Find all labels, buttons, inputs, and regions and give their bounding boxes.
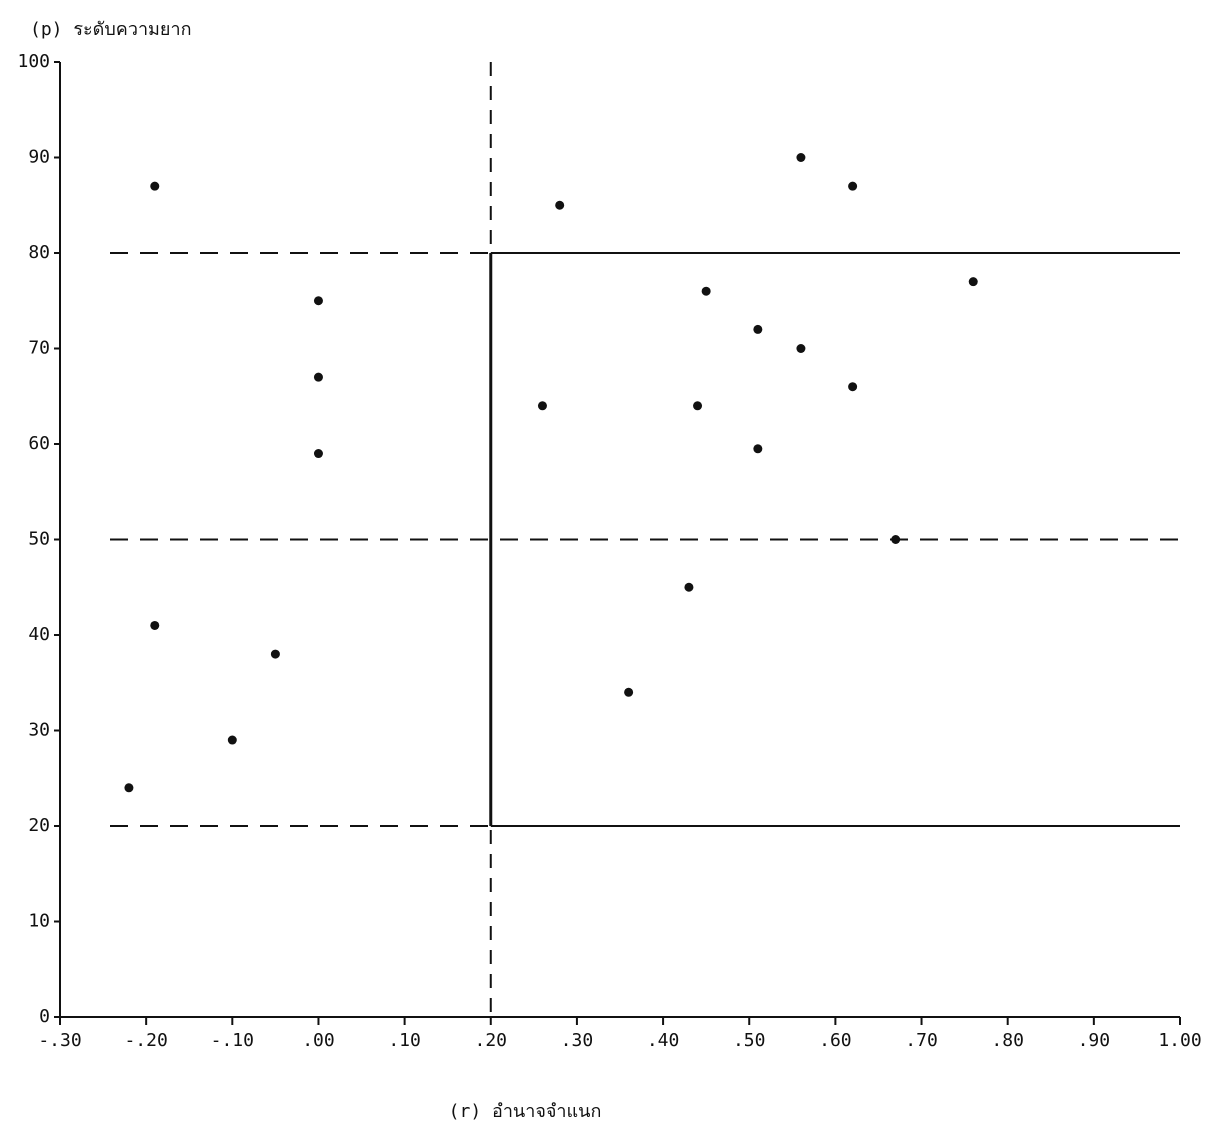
x-tick-label: .60: [819, 1030, 852, 1051]
x-tick-label: .10: [388, 1030, 421, 1051]
x-tick-label: 1.00: [1158, 1030, 1201, 1051]
point: [969, 277, 978, 286]
point: [684, 583, 693, 592]
x-tick-label: .30: [561, 1030, 594, 1051]
y-tick-label: 90: [28, 147, 50, 168]
y-tick-label: 0: [39, 1006, 50, 1027]
point: [538, 401, 547, 410]
point: [271, 650, 280, 659]
x-tick-label: -.10: [211, 1030, 254, 1051]
point: [848, 182, 857, 191]
point: [702, 287, 711, 296]
chart-title: (p) ระดับความยาก: [30, 19, 191, 40]
y-tick-label: 80: [28, 242, 50, 263]
y-tick-label: 20: [28, 815, 50, 836]
x-tick-label: -.30: [38, 1030, 81, 1051]
point: [314, 373, 323, 382]
x-tick-label: .80: [991, 1030, 1024, 1051]
y-tick-label: 30: [28, 720, 50, 741]
x-tick-label: .40: [647, 1030, 680, 1051]
point: [796, 153, 805, 162]
point: [796, 344, 805, 353]
y-tick-label: 50: [28, 529, 50, 550]
point: [753, 444, 762, 453]
y-tick-label: 60: [28, 433, 50, 454]
x-tick-label: .50: [733, 1030, 766, 1051]
point: [848, 382, 857, 391]
x-axis-label: (r) อำนาจจำแนก: [449, 1101, 602, 1122]
x-tick-label: .00: [302, 1030, 335, 1051]
y-tick-label: 70: [28, 338, 50, 359]
point: [693, 401, 702, 410]
point: [228, 736, 237, 745]
point: [124, 783, 133, 792]
point: [624, 688, 633, 697]
x-tick-label: -.20: [124, 1030, 167, 1051]
point: [150, 621, 159, 630]
point: [314, 449, 323, 458]
y-tick-label: 100: [17, 51, 50, 72]
point: [891, 535, 900, 544]
x-tick-label: .90: [1078, 1030, 1111, 1051]
point: [150, 182, 159, 191]
chart: (p) ระดับความยาก (r) อำนาจจำแนก 0 10 20 30 4…: [0, 0, 1212, 1148]
y-tick-label: 40: [28, 624, 50, 645]
point: [314, 296, 323, 305]
x-tick-label: .20: [475, 1030, 508, 1051]
point: [555, 201, 564, 210]
x-tick-label: .70: [905, 1030, 938, 1051]
y-tick-label: 10: [28, 911, 50, 932]
point: [753, 325, 762, 334]
